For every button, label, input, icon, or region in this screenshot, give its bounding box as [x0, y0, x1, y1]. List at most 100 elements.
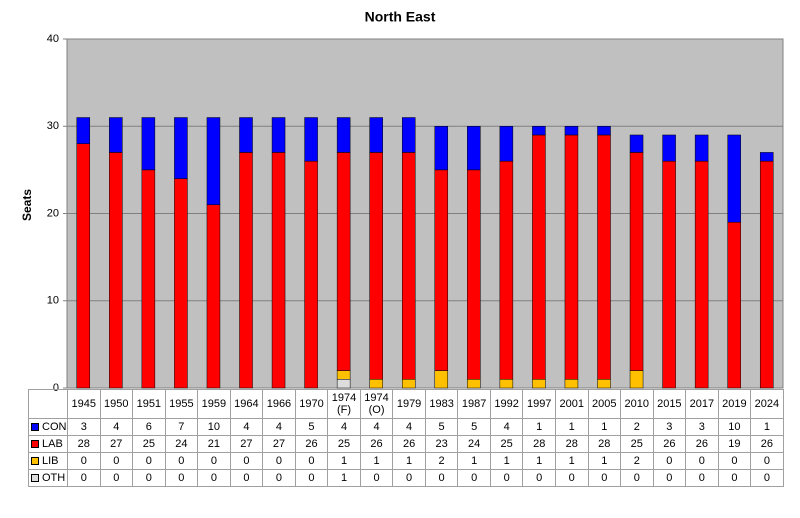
bar-segment — [401, 152, 416, 380]
category-label: 1951 — [132, 389, 166, 419]
y-tick-label: 40 — [47, 33, 59, 45]
table-value: 0 — [229, 469, 264, 487]
bar-segment — [369, 117, 383, 153]
table-value: 0 — [99, 469, 134, 487]
bar-segment — [564, 379, 579, 389]
legend-swatch — [31, 440, 39, 449]
category-label: 1959 — [197, 389, 231, 419]
legend-cell: LAB — [28, 435, 68, 453]
table-value: 0 — [262, 469, 296, 487]
table-value: 10 — [717, 418, 752, 436]
bar-segment — [727, 221, 741, 389]
table-value: 1 — [522, 452, 556, 470]
bar-segment — [141, 169, 156, 389]
bar-segment — [532, 134, 546, 380]
table-value: 0 — [359, 469, 394, 487]
bar-segment — [597, 134, 611, 380]
bar-segment — [434, 126, 449, 171]
table-value: 26 — [652, 435, 687, 453]
bar-segment — [727, 134, 741, 223]
bar-segment — [336, 152, 351, 371]
bar-segment — [174, 178, 188, 389]
table-value: 0 — [67, 452, 101, 470]
y-tick-label: 0 — [53, 382, 59, 394]
bar-segment — [597, 379, 611, 389]
bar-segment — [467, 379, 481, 389]
table-value: 28 — [522, 435, 556, 453]
legend-swatch — [31, 423, 39, 432]
table-value: 1 — [554, 452, 589, 470]
category-label: 1992 — [489, 389, 524, 419]
table-row: LIB 0 0 0 0 0 0 0 0 1 1 1 2 1 1 1 1 1 2 0 0 0 0 — [28, 452, 784, 470]
category-label: 1997 — [522, 389, 556, 419]
category-label: 1955 — [164, 389, 199, 419]
table-value: 0 — [717, 469, 752, 487]
table-value: 25 — [620, 435, 654, 453]
bar-segment — [141, 117, 156, 171]
table-row: OTH 0 0 0 0 0 0 0 0 1 0 0 0 0 0 0 0 0 0 0 0 0 0 — [28, 469, 784, 487]
table-value: 4 — [392, 418, 426, 436]
bar-segment — [662, 134, 676, 162]
bar-segment — [76, 117, 91, 144]
bar-segment — [401, 379, 416, 389]
bar-segment — [336, 370, 351, 380]
table-value: 24 — [457, 435, 491, 453]
bar-segment — [304, 160, 318, 389]
table-value: 23 — [424, 435, 459, 453]
legend-label: CON — [42, 421, 67, 433]
table-value: 0 — [164, 452, 199, 470]
table-value: 0 — [132, 469, 166, 487]
bar-segment — [401, 117, 416, 153]
table-row: LAB 28 27 25 24 21 27 27 26 25 26 26 23 24 25 28 28 28 25 2… — [28, 435, 784, 453]
legend-cell: OTH — [28, 469, 68, 487]
table-corner — [28, 389, 68, 419]
bar-segment — [336, 379, 351, 389]
y-tick-label: 30 — [47, 120, 59, 132]
table-value: 0 — [164, 469, 199, 487]
legend-swatch — [31, 474, 39, 483]
bar-segment — [499, 126, 514, 162]
table-value: 0 — [229, 452, 264, 470]
legend-cell: CON — [28, 418, 68, 436]
category-label: 1974 (F) — [327, 389, 361, 419]
table-value: 28 — [67, 435, 101, 453]
category-label: 1950 — [99, 389, 134, 419]
category-label: 2024 — [750, 389, 784, 419]
category-label: 2015 — [652, 389, 687, 419]
legend-label: OTH — [42, 472, 66, 484]
table-value: 0 — [489, 469, 524, 487]
table-value: 0 — [424, 469, 459, 487]
table-value: 0 — [294, 469, 329, 487]
bar-segment — [597, 126, 611, 136]
bar-segment — [434, 169, 449, 371]
table-value: 1 — [327, 469, 361, 487]
table-value: 4 — [489, 418, 524, 436]
table-value: 1 — [587, 452, 622, 470]
table-value: 3 — [652, 418, 687, 436]
legend-label: LAB — [42, 438, 63, 450]
bar-segment — [467, 126, 481, 171]
table-value: 26 — [392, 435, 426, 453]
table-value: 26 — [359, 435, 394, 453]
category-label: 2019 — [717, 389, 752, 419]
bar-segment — [629, 152, 644, 371]
table-value: 1 — [750, 418, 784, 436]
bar-segment — [109, 117, 123, 153]
bar-segment — [759, 160, 774, 389]
bar-segment — [239, 117, 253, 153]
table-value: 25 — [489, 435, 524, 453]
table-value: 26 — [685, 435, 719, 453]
bar-segment — [271, 152, 286, 389]
table-value: 19 — [717, 435, 752, 453]
category-label: 1964 — [229, 389, 264, 419]
bar-segment — [76, 143, 91, 389]
table-value: 21 — [197, 435, 231, 453]
table-value: 4 — [327, 418, 361, 436]
table-value: 0 — [620, 469, 654, 487]
table-value: 1 — [489, 452, 524, 470]
category-label: 2017 — [685, 389, 719, 419]
category-label: 2001 — [554, 389, 589, 419]
category-label: 1974 (O) — [359, 389, 394, 419]
table-value: 1 — [522, 418, 556, 436]
